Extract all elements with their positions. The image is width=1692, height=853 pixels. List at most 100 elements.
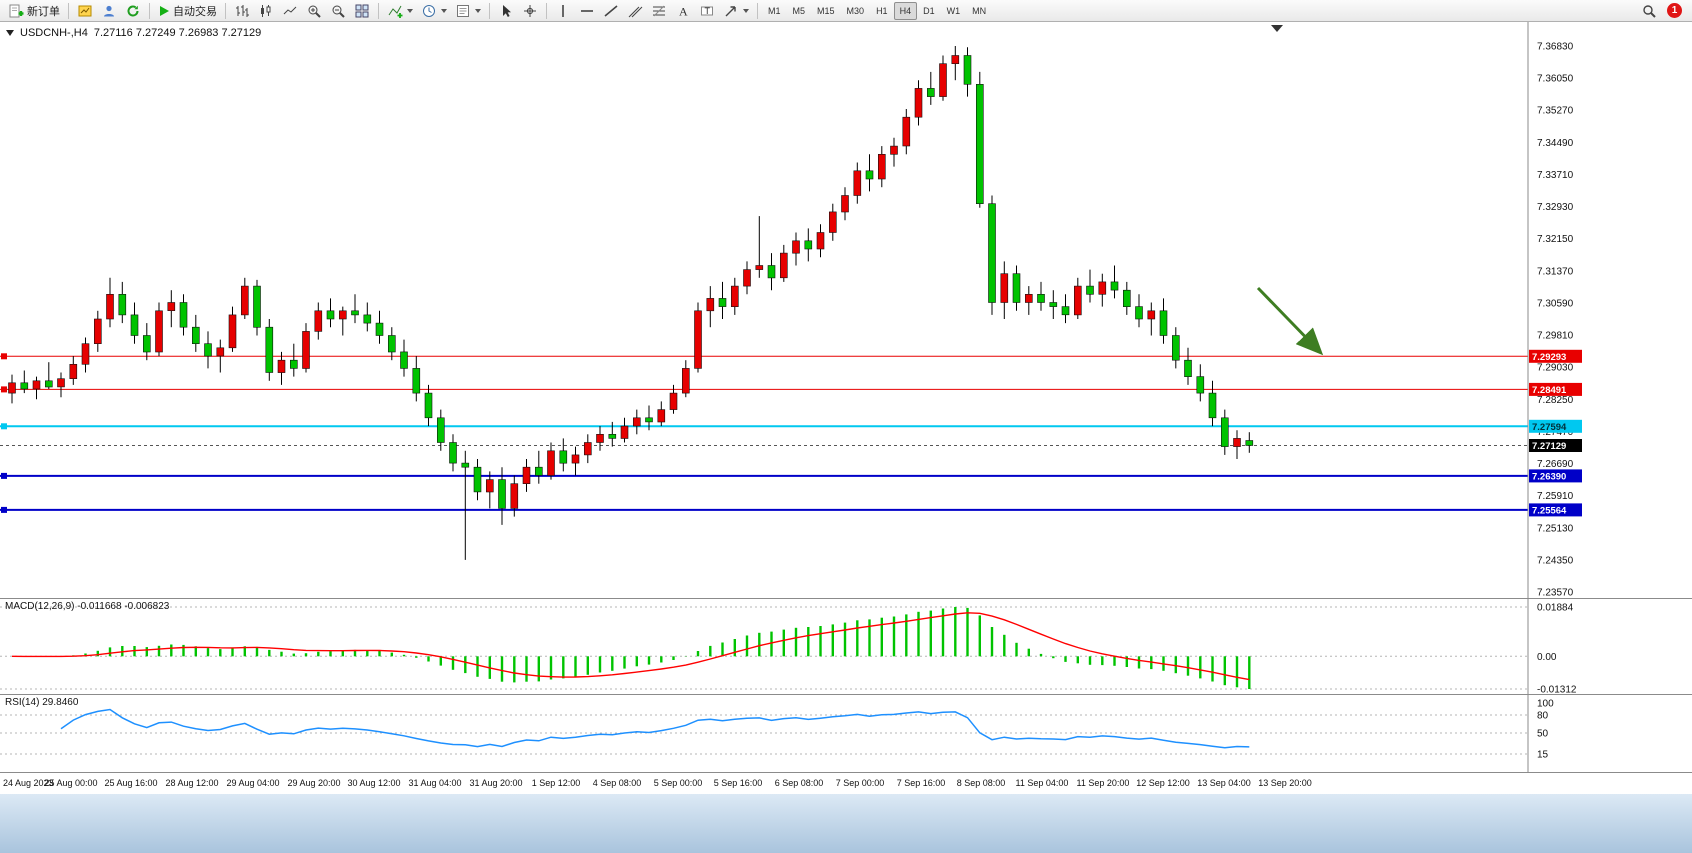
hlines-layer[interactable] <box>0 353 1528 513</box>
bar-chart-button[interactable] <box>230 1 254 21</box>
zoom-out-button[interactable] <box>326 1 350 21</box>
new-order-button[interactable]: 新订单 <box>4 1 64 21</box>
time-axis-label: 13 Sep 20:00 <box>1258 778 1312 788</box>
price-axis: 7.36830 7.36050 7.35270 7.34490 7.33710 7.329… <box>1537 42 1574 599</box>
svg-text:7.36050: 7.36050 <box>1537 74 1574 85</box>
time-axis-label: 11 Sep 20:00 <box>1076 778 1130 788</box>
time-axis-label: 25 Aug 16:00 <box>104 778 158 788</box>
vertical-line-icon <box>555 3 571 19</box>
time-axis-label: 31 Aug 04:00 <box>408 778 462 788</box>
timeframe-m15-button[interactable]: M15 <box>817 5 835 16</box>
time-axis-label: 13 Sep 04:00 <box>1197 778 1251 788</box>
svg-text:7.31370: 7.31370 <box>1537 266 1574 277</box>
line-chart-icon <box>282 3 298 19</box>
svg-text:7.25910: 7.25910 <box>1537 491 1574 502</box>
text-tool-button[interactable]: A <box>671 1 695 21</box>
chart-dropdown-icon[interactable] <box>6 30 14 36</box>
annotation-arrow[interactable] <box>1256 286 1324 356</box>
svg-text:50: 50 <box>1537 729 1549 740</box>
time-axis[interactable]: 24 Aug 2023 25 Aug 00:00 25 Aug 16:00 28 Au… <box>0 772 1692 794</box>
refresh-icon <box>125 3 141 19</box>
time-axis-label: 30 Aug 12:00 <box>347 778 401 788</box>
pane-separator[interactable] <box>0 598 1692 599</box>
new-chart-button[interactable] <box>73 1 97 21</box>
tile-windows-icon <box>354 3 370 19</box>
svg-text:7.26390: 7.26390 <box>1532 471 1566 482</box>
channel-icon <box>627 3 643 19</box>
main-chart-canvas[interactable]: 7.36830 7.36050 7.35270 7.34490 7.33710 7.329… <box>0 22 1692 598</box>
autotrading-play-icon <box>158 5 170 17</box>
candlestick-chart-button[interactable] <box>254 1 278 21</box>
zoom-out-icon <box>330 3 346 19</box>
svg-text:7.29030: 7.29030 <box>1537 363 1574 374</box>
new-order-icon <box>8 3 24 19</box>
svg-text:7.30590: 7.30590 <box>1537 298 1574 309</box>
clock-icon <box>421 3 437 19</box>
chart-header: USDCNH-,H4 7.27116 7.27249 7.26983 7.271… <box>6 27 261 39</box>
toolbar-separator <box>68 2 69 19</box>
new-order-label: 新订单 <box>27 5 60 18</box>
label-tool-button[interactable]: T <box>695 1 719 21</box>
time-axis-label: 7 Sep 16:00 <box>896 778 946 788</box>
arrow-tool-icon <box>723 3 739 19</box>
text-icon: A <box>675 3 691 19</box>
autotrading-label: 自动交易 <box>173 5 217 18</box>
timeframe-mn-button[interactable]: MN <box>972 5 987 16</box>
time-axis-label: 5 Sep 16:00 <box>713 778 763 788</box>
chevron-down-icon <box>407 8 413 13</box>
tile-windows-button[interactable] <box>350 1 374 21</box>
time-axis-label: 25 Aug 00:00 <box>44 778 98 788</box>
horizontal-line-tool-button[interactable] <box>575 1 599 21</box>
chart-shift-marker[interactable] <box>1271 25 1283 32</box>
svg-text:7.32150: 7.32150 <box>1537 234 1574 245</box>
autotrading-button[interactable]: 自动交易 <box>154 1 221 21</box>
channel-tool-button[interactable] <box>623 1 647 21</box>
time-axis-label: 28 Aug 12:00 <box>165 778 219 788</box>
refresh-button[interactable] <box>121 1 145 21</box>
vertical-line-tool-button[interactable] <box>551 1 575 21</box>
toolbar-separator <box>149 2 150 19</box>
timeframe-m5-button[interactable]: M5 <box>792 5 806 16</box>
svg-text:100: 100 <box>1537 699 1554 710</box>
macd-pane-canvas[interactable]: 0.01884 0.00 -0.01312 <box>0 599 1692 694</box>
indicators-button[interactable] <box>383 1 417 21</box>
zoom-in-button[interactable] <box>302 1 326 21</box>
arrows-tool-button[interactable] <box>719 1 753 21</box>
svg-text:7.23570: 7.23570 <box>1537 588 1574 599</box>
periods-button[interactable] <box>417 1 451 21</box>
search-button[interactable] <box>1637 1 1661 21</box>
pane-separator[interactable] <box>0 694 1692 695</box>
timeframe-m30-button[interactable]: M30 <box>846 5 865 16</box>
profiles-button[interactable] <box>97 1 121 21</box>
price-line-badges: 7.29293 7.28491 7.27594 7.26390 7.25564 7.271… <box>1529 349 1582 517</box>
svg-text:T: T <box>705 6 711 16</box>
svg-text:7.35270: 7.35270 <box>1537 106 1574 117</box>
svg-text:7.32930: 7.32930 <box>1537 202 1574 213</box>
window-bottom-edge <box>0 794 1692 853</box>
timeframe-d1-button[interactable]: D1 <box>923 5 935 16</box>
time-axis-label: 7 Sep 00:00 <box>835 778 885 788</box>
timeframe-h4-button[interactable]: H4 <box>893 1 918 20</box>
fibonacci-icon <box>651 3 667 19</box>
cursor-button[interactable] <box>494 1 518 21</box>
time-axis-label: 8 Sep 08:00 <box>956 778 1006 788</box>
timeframe-m1-button[interactable]: M1 <box>768 5 781 16</box>
chart-symbol-title: USDCNH-,H4 <box>20 27 88 39</box>
notification-badge[interactable]: 1 <box>1667 3 1682 18</box>
svg-text:0.00: 0.00 <box>1537 652 1557 663</box>
macd-signal-line <box>11 612 1250 681</box>
fibonacci-tool-button[interactable] <box>647 1 671 21</box>
svg-text:0.01884: 0.01884 <box>1537 603 1574 614</box>
svg-text:-0.01312: -0.01312 <box>1537 685 1577 695</box>
timeframe-w1-button[interactable]: W1 <box>946 5 961 16</box>
crosshair-button[interactable] <box>518 1 542 21</box>
trendline-tool-button[interactable] <box>599 1 623 21</box>
svg-text:7.25564: 7.25564 <box>1532 505 1567 516</box>
time-axis-label: 29 Aug 04:00 <box>226 778 280 788</box>
timeframe-h1-button[interactable]: H1 <box>876 5 888 16</box>
templates-button[interactable] <box>451 1 485 21</box>
svg-text:7.28491: 7.28491 <box>1532 385 1567 396</box>
time-axis-label: 31 Aug 20:00 <box>469 778 523 788</box>
line-chart-button[interactable] <box>278 1 302 21</box>
